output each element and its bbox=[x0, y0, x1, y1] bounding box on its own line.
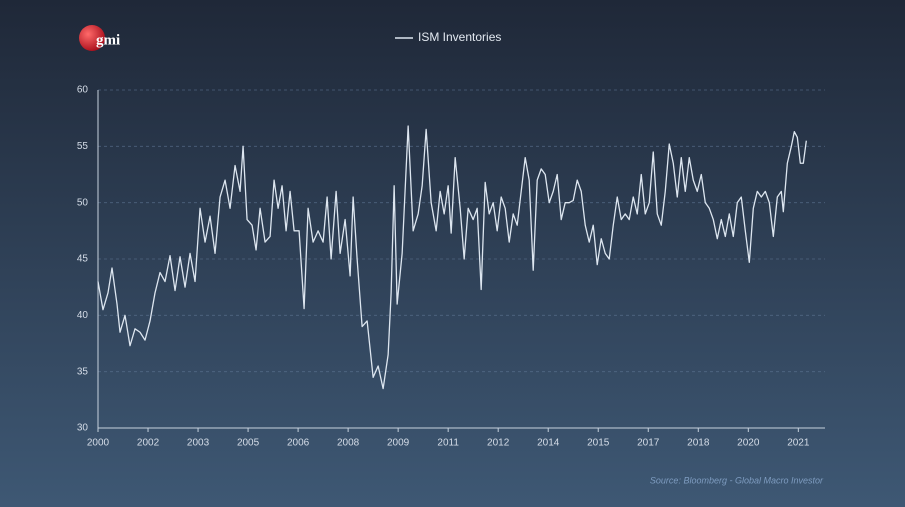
legend-label: ISM Inventories bbox=[418, 30, 501, 44]
x-tick-label: 2005 bbox=[237, 438, 260, 449]
logo-mark bbox=[79, 25, 105, 51]
x-tick-label: 2011 bbox=[437, 438, 459, 449]
y-tick-label: 60 bbox=[77, 85, 89, 96]
x-tick-label: 2015 bbox=[587, 438, 610, 449]
x-tick-label: 2008 bbox=[337, 438, 360, 449]
x-tick-label: 2006 bbox=[287, 438, 310, 449]
y-tick-label: 30 bbox=[77, 423, 89, 434]
line bbox=[97, 125, 807, 390]
x-tick-label: 2000 bbox=[87, 438, 110, 449]
x-tick-label: 2014 bbox=[537, 438, 560, 449]
y-tick-label: 35 bbox=[77, 366, 89, 377]
y-tick-label: 45 bbox=[77, 254, 89, 265]
x-tick-label: 2002 bbox=[137, 438, 160, 449]
x-tick-label: 2020 bbox=[737, 438, 760, 449]
x-tick-label: 2021 bbox=[787, 438, 810, 449]
x-tick-label: 2018 bbox=[687, 438, 710, 449]
logo: gmi bbox=[96, 32, 120, 48]
x-tick-label: 2003 bbox=[187, 438, 210, 449]
x-tick-label: 2017 bbox=[637, 438, 660, 449]
y-tick-label: 40 bbox=[77, 310, 89, 321]
source: Source: Bloomberg - Global Macro Investo… bbox=[650, 475, 824, 485]
x-tick-label: 2009 bbox=[387, 438, 410, 449]
y-tick-label: 50 bbox=[77, 197, 89, 208]
x-tick-label: 2012 bbox=[487, 438, 510, 449]
y-tick-label: 55 bbox=[77, 141, 89, 152]
